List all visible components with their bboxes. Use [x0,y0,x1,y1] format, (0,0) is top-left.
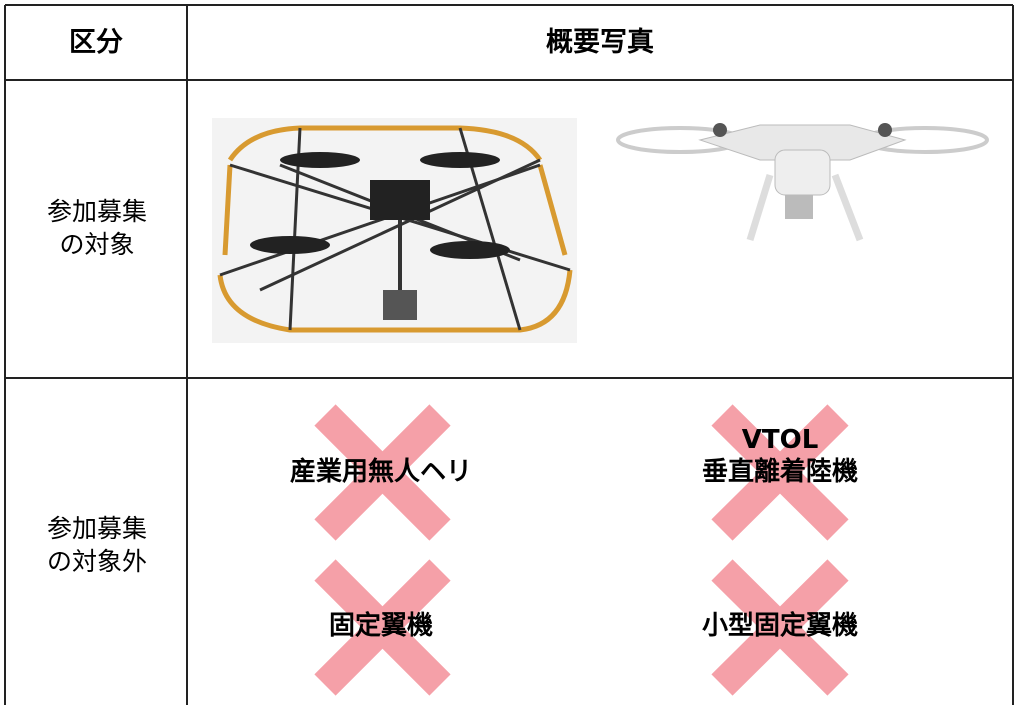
item-line: VTOL [741,425,819,455]
row-label: 参加募集 の対象 [7,195,187,261]
label-line: 参加募集 [46,514,147,543]
excluded-item: VTOL 垂直離着陸機 [630,424,930,488]
item-line: 産業用無人ヘリ [289,457,472,487]
header-cell: 概要写真 [546,27,654,58]
excluded-item: 産業用無人ヘリ [231,456,531,488]
item-line: 小型固定翼機 [701,611,858,641]
drone-photo-2 [616,123,989,242]
label-line: の対象外 [46,547,147,576]
row-label: 参加募集 の対象外 [7,512,187,578]
label-line: 参加募集 [46,197,147,226]
item-line: 固定翼機 [328,611,433,641]
drone-photo-1 [212,118,577,343]
excluded-item: 固定翼機 [231,610,531,642]
cross-marks [314,404,849,696]
excluded-item: 小型固定翼機 [630,610,930,642]
item-line: 垂直離着陸機 [701,457,858,487]
label-line: の対象 [59,230,135,259]
header-cell: 区分 [69,27,123,58]
